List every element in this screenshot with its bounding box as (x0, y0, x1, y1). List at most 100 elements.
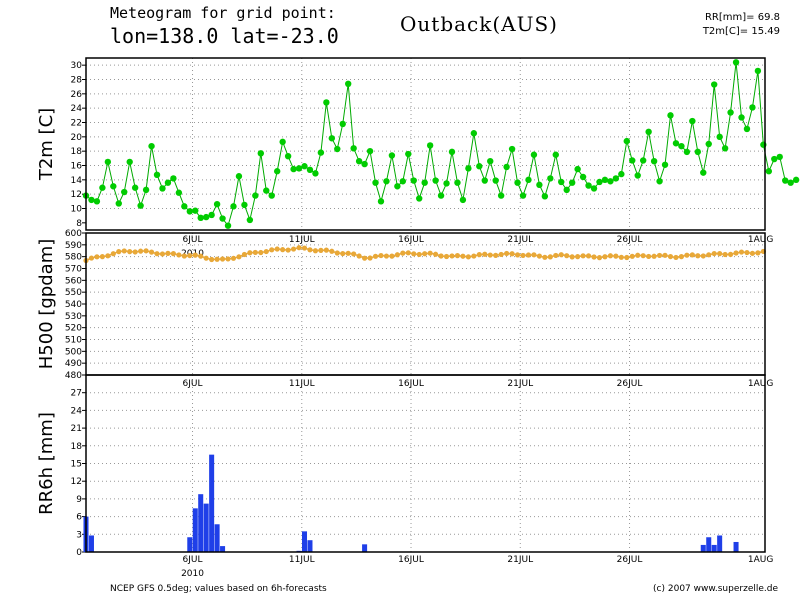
y-tick-label: 24 (71, 406, 83, 416)
y-tick-label: 15 (71, 460, 82, 470)
h500-point (629, 253, 635, 259)
panel-frame (85, 374, 766, 553)
h500-point (449, 253, 455, 259)
h500-point (454, 253, 461, 259)
h500-point (340, 250, 346, 257)
x-date-label: 21JUL (507, 555, 533, 565)
t2m-point (405, 150, 412, 158)
copyright-note: (c) 2007 www.superzelle.de (653, 584, 778, 594)
t2m-point (514, 179, 521, 186)
y-tick-label: 8 (76, 219, 82, 229)
h500-point (203, 255, 209, 261)
h500-point (656, 252, 663, 259)
h500-point (329, 248, 335, 254)
t2m-point (792, 176, 800, 184)
h500-point (487, 252, 493, 258)
t2m-point (541, 193, 549, 200)
t2m-point (410, 177, 417, 184)
h500-point (99, 254, 105, 260)
y-tick-label: 580 (65, 253, 82, 263)
h500-point (667, 253, 674, 260)
h500-point (170, 250, 177, 257)
h500-point (509, 251, 515, 257)
h500-point (181, 253, 187, 259)
rr-bar (192, 508, 198, 552)
t2m-point (273, 168, 281, 175)
y-tick-label: 570 (65, 265, 82, 275)
t2m-point (279, 138, 286, 146)
h500-point (225, 256, 231, 262)
rr-bar (706, 537, 712, 552)
y-tick-label: 3 (76, 530, 82, 540)
h500-point (241, 251, 248, 258)
x-date-label: 16JUL (398, 555, 424, 565)
t2m-point (317, 149, 325, 156)
h500-point (465, 254, 471, 260)
t2m-point (148, 142, 155, 150)
y-tick-label: 500 (65, 347, 82, 357)
h500-point (252, 249, 258, 256)
t2m-point (192, 207, 199, 214)
h500-point (154, 251, 160, 257)
rr-bar (733, 541, 739, 552)
t2m-point (437, 192, 445, 199)
t2m-point (530, 151, 538, 158)
h500-point (296, 245, 302, 251)
t2m-point (131, 184, 139, 191)
h500-point (345, 250, 351, 256)
x-date-label: 16JUL (398, 379, 424, 389)
h500-point (372, 253, 379, 259)
h500-point (121, 248, 127, 254)
t2m-point (328, 135, 336, 142)
t2m-point (235, 173, 243, 180)
h500-point (520, 252, 526, 259)
t2m-point (137, 202, 144, 209)
h500-point (165, 250, 171, 256)
x-date-label: 6JUL (183, 235, 203, 245)
h500-point (416, 251, 422, 258)
x-year-label: 2010 (181, 569, 204, 579)
y-tick-label: 550 (65, 288, 82, 298)
rr-bar (301, 531, 308, 552)
t2m-point (503, 163, 510, 171)
h500-point (143, 248, 149, 254)
h500-point (558, 252, 564, 258)
t2m-point (694, 148, 702, 156)
t2m-point (257, 150, 265, 157)
t2m-point (443, 180, 450, 187)
t2m-point (159, 185, 166, 192)
t2m-point (268, 192, 275, 199)
h500-point (684, 252, 690, 258)
t2m-point (99, 184, 106, 191)
t2m-point (590, 185, 598, 192)
t2m-point (629, 157, 636, 164)
t2m-point (377, 198, 385, 205)
h500-point (400, 250, 406, 256)
y-tick-label: 27 (71, 389, 82, 399)
h500-point (433, 251, 439, 257)
h500-point (482, 251, 488, 257)
data-source-note: NCEP GFS 0.5deg; values based on 6h-fore… (110, 584, 327, 594)
t2m-point (208, 211, 215, 219)
y-axis-label: RR6h [mm] (36, 412, 57, 515)
y-tick-label: 520 (65, 324, 82, 334)
h500-point (301, 245, 308, 251)
t2m-point (153, 171, 161, 179)
h500-point (192, 252, 198, 258)
t2m-point (426, 142, 434, 149)
h500-point (127, 249, 133, 255)
t2m-point (263, 187, 270, 194)
h500-point (427, 250, 433, 256)
y-tick-label: 24 (71, 104, 83, 114)
h500-point (711, 250, 717, 257)
y-tick-label: 9 (76, 495, 82, 505)
x-date-label: 1AUG (748, 379, 773, 389)
h500-point (646, 253, 652, 260)
y-tick-label: 18 (71, 442, 83, 452)
t2m-point (339, 120, 346, 128)
x-date-label: 1AUG (748, 235, 773, 245)
t2m-point (454, 179, 461, 186)
t2m-point (727, 109, 734, 116)
t2m-point (743, 125, 751, 133)
